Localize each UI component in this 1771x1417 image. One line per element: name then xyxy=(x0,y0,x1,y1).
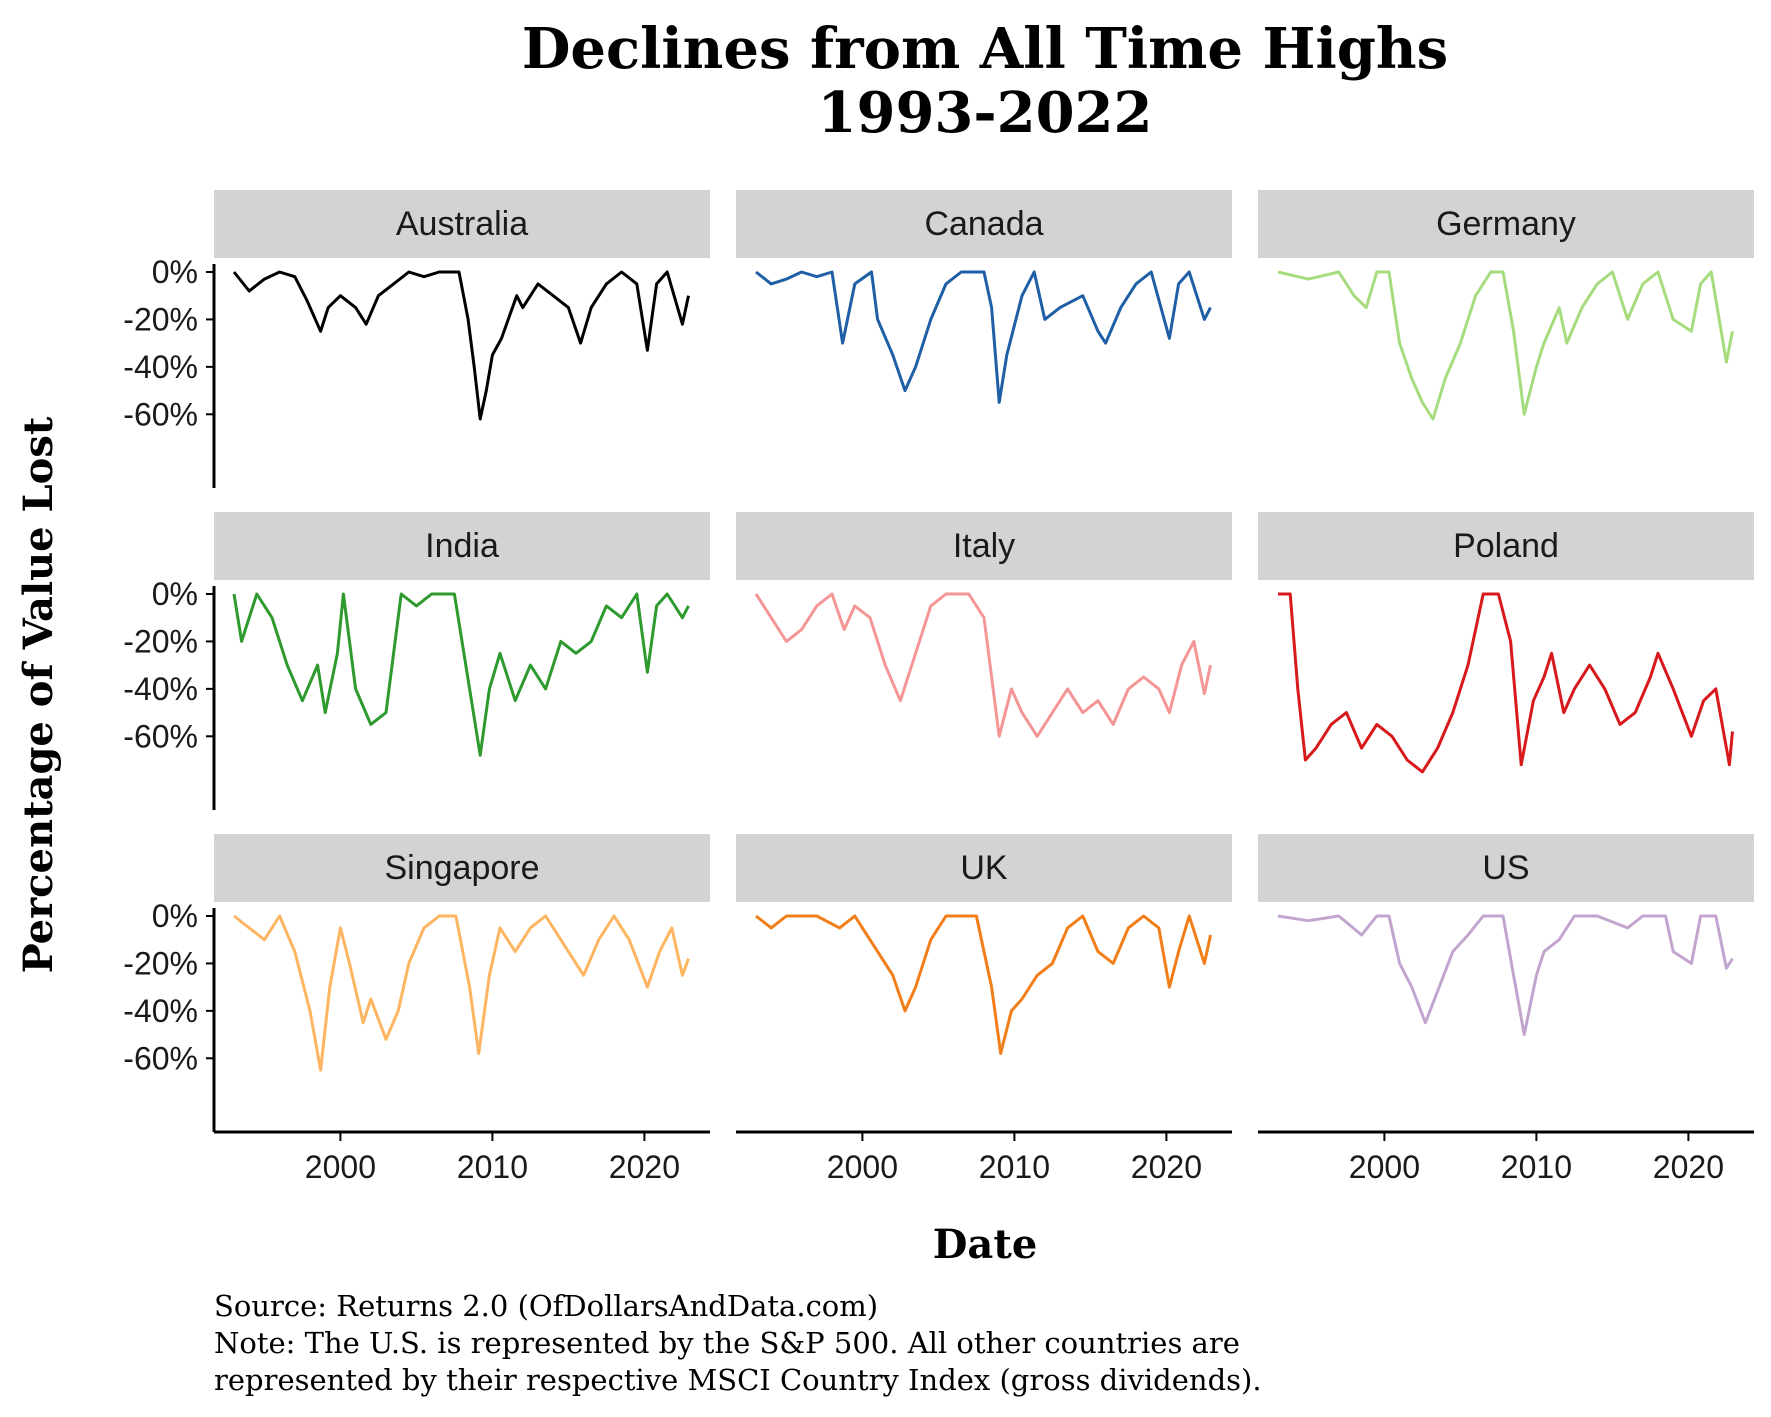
strip-label-italy: Italy xyxy=(953,527,1015,565)
footnote-line: represented by their respective MSCI Cou… xyxy=(214,1363,1262,1397)
strip-label-uk: UK xyxy=(960,849,1008,887)
strip-label-germany: Germany xyxy=(1436,205,1576,243)
series-line-us xyxy=(1277,914,1734,1037)
x-tick-label: 2010 xyxy=(457,1149,528,1185)
x-tick-label: 2020 xyxy=(609,1149,680,1185)
y-tick-label: -40% xyxy=(123,993,198,1029)
y-tick-label: -60% xyxy=(123,1040,198,1076)
y-tick-label: 0% xyxy=(152,576,198,612)
x-tick-label: 2000 xyxy=(305,1149,376,1185)
y-tick-label: -60% xyxy=(123,718,198,754)
strip-label-india: India xyxy=(425,527,499,565)
series-line-uk xyxy=(755,914,1212,1055)
x-tick-label: 2020 xyxy=(1653,1149,1724,1185)
y-tick-label: 0% xyxy=(152,898,198,934)
series-line-canada xyxy=(755,270,1212,404)
panel-germany: Germany xyxy=(1258,190,1754,421)
strip-singapore xyxy=(214,834,710,902)
strip-us xyxy=(1258,834,1754,902)
strip-label-poland: Poland xyxy=(1453,527,1559,565)
y-tick-label: -20% xyxy=(123,623,198,659)
panel-india: India 0% -20% -40% -60% xyxy=(123,512,710,810)
y-axis-label: Percentage of Value Lost xyxy=(15,416,62,973)
strip-uk xyxy=(736,834,1232,902)
x-tick-label: 2000 xyxy=(827,1149,898,1185)
chart-subtitle: 1993-2022 xyxy=(818,80,1153,146)
series-line-poland xyxy=(1278,592,1734,774)
strip-poland xyxy=(1258,512,1754,580)
panel-us: US 2000 2010 2020 xyxy=(1258,834,1754,1185)
x-tick-label: 2010 xyxy=(1501,1149,1572,1185)
series-line-germany xyxy=(1277,270,1734,421)
y-tick-label: -60% xyxy=(123,396,198,432)
strip-label-us: US xyxy=(1482,849,1529,887)
y-tick-label: -20% xyxy=(123,301,198,337)
strip-canada xyxy=(736,190,1232,258)
footnote-line: Note: The U.S. is represented by the S&P… xyxy=(214,1326,1240,1360)
panel-singapore: Singapore 0% -20% -40% -60% 2000 2010 2020 xyxy=(123,834,710,1185)
footnote: Source: Returns 2.0 (OfDollarsAndData.co… xyxy=(214,1289,1262,1397)
x-tick-label: 2010 xyxy=(979,1149,1050,1185)
y-tick-label: -40% xyxy=(123,349,198,385)
strip-label-singapore: Singapore xyxy=(384,849,539,887)
strip-australia xyxy=(214,190,710,258)
x-tick-label: 2000 xyxy=(1349,1149,1420,1185)
y-tick-label: -20% xyxy=(123,945,198,981)
strip-india xyxy=(214,512,710,580)
strip-label-canada: Canada xyxy=(924,205,1043,243)
y-tick-label: 0% xyxy=(152,254,198,290)
footnote-line: Source: Returns 2.0 (OfDollarsAndData.co… xyxy=(214,1289,878,1323)
y-tick-label: -40% xyxy=(123,671,198,707)
panel-canada: Canada xyxy=(736,190,1232,404)
chart-title: Declines from All Time Highs xyxy=(522,16,1448,82)
strip-italy xyxy=(736,512,1232,580)
panel-uk: UK 2000 2010 2020 xyxy=(736,834,1232,1185)
panel-italy: Italy xyxy=(736,512,1232,738)
series-line-india xyxy=(232,592,690,757)
series-line-australia xyxy=(232,270,690,421)
x-axis-label: Date xyxy=(933,1221,1038,1268)
strip-germany xyxy=(1258,190,1754,258)
series-line-italy xyxy=(754,592,1212,738)
panel-poland: Poland xyxy=(1258,512,1754,774)
strip-label-australia: Australia xyxy=(396,205,528,243)
facet-panels: Australia 0% -20% -40% -60% Canada Germany Indi… xyxy=(123,190,1754,1185)
series-line-singapore xyxy=(233,914,690,1072)
panel-australia: Australia 0% -20% -40% -60% xyxy=(123,190,710,488)
x-tick-label: 2020 xyxy=(1131,1149,1202,1185)
